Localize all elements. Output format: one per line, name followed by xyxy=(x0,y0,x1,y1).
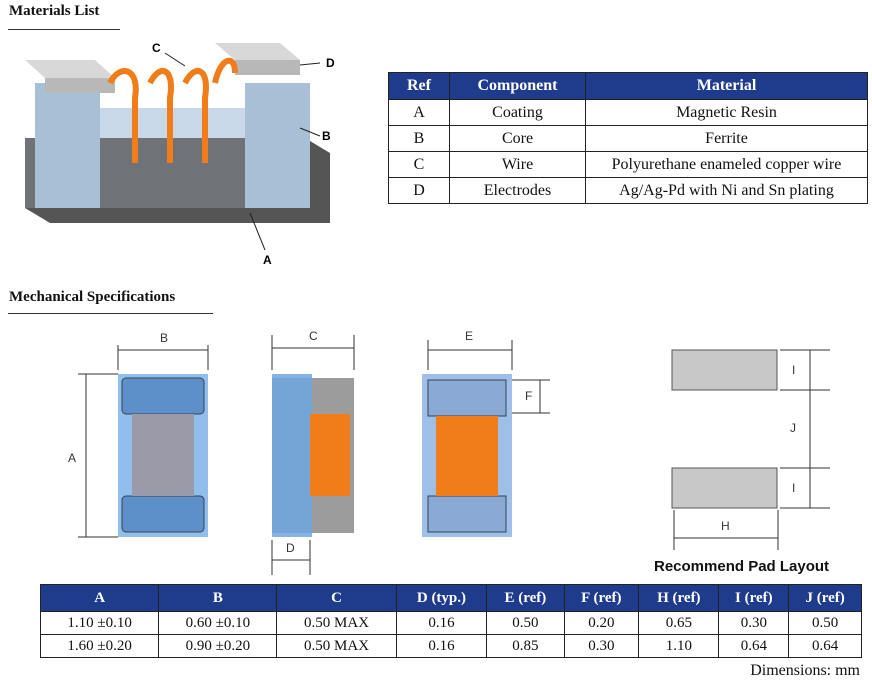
col-h: H (ref) xyxy=(638,584,720,612)
cell: 0.60 ±0.10 xyxy=(158,611,278,635)
spec-header-row: A B C D (typ.) E (ref) F (ref) H (ref) I… xyxy=(39,584,862,612)
dim-i-bottom: I xyxy=(792,481,795,495)
callout-c: C xyxy=(152,41,161,55)
dim-d: D xyxy=(286,541,295,555)
cell: 0.90 ±0.20 xyxy=(158,634,278,658)
table-row: C Wire Polyurethane enameled copper wire xyxy=(388,151,868,178)
dim-c: C xyxy=(309,329,318,343)
cell: 0.16 xyxy=(395,634,488,658)
dim-h: H xyxy=(721,519,730,533)
dim-j: J xyxy=(790,421,796,435)
cell: Polyurethane enameled copper wire xyxy=(585,151,868,178)
col-i: I (ref) xyxy=(718,584,790,612)
cell: Ferrite xyxy=(585,125,868,152)
col-j: J (ref) xyxy=(788,584,862,612)
cell: 0.20 xyxy=(563,611,640,635)
cell: 0.50 xyxy=(788,611,862,635)
table-row: A Coating Magnetic Resin xyxy=(388,99,868,126)
table-row: D Electrodes Ag/Ag-Pd with Ni and Sn plati… xyxy=(388,177,868,204)
cell: 0.85 xyxy=(486,634,565,658)
cell: 1.10 ±0.10 xyxy=(39,611,160,635)
cell: 0.65 xyxy=(638,611,720,635)
cell: Ag/Ag-Pd with Ni and Sn plating xyxy=(585,177,868,204)
cell: 1.60 ±0.20 xyxy=(39,634,160,658)
cell: 0.30 xyxy=(718,611,790,635)
col-e: E (ref) xyxy=(486,584,565,612)
mechanical-title: Mechanical Specifications xyxy=(9,289,176,305)
wire-winding xyxy=(107,57,238,163)
cell: Coating xyxy=(449,99,586,126)
dim-b: B xyxy=(160,331,168,345)
cell: Core xyxy=(449,125,586,152)
cell: 0.50 MAX xyxy=(276,634,397,658)
col-c: C xyxy=(276,584,397,612)
cell: B xyxy=(388,125,450,152)
units-note: Dimensions: mm xyxy=(750,662,860,679)
table-row: B Core Ferrite xyxy=(388,125,868,152)
cell: D xyxy=(388,177,450,204)
cell: 0.50 MAX xyxy=(276,611,397,635)
materials-table: Ref Component Material A Coating Magnetic … xyxy=(388,72,868,204)
col-b: B xyxy=(158,584,278,612)
col-f: F (ref) xyxy=(563,584,640,612)
cell: C xyxy=(388,151,450,178)
dim-i-top: I xyxy=(792,363,795,377)
col-material: Material xyxy=(585,72,868,100)
cell: Magnetic Resin xyxy=(585,99,868,126)
table-row: 1.10 ±0.10 0.60 ±0.10 0.50 MAX 0.16 0.50 0.20… xyxy=(39,611,862,635)
cell: A xyxy=(388,99,450,126)
materials-title-rule xyxy=(8,29,120,30)
materials-title: Materials List xyxy=(9,3,100,19)
col-d: D (typ.) xyxy=(395,584,488,612)
materials-header-row: Ref Component Material xyxy=(388,72,868,100)
cell: 0.50 xyxy=(486,611,565,635)
cell: 1.10 xyxy=(638,634,720,658)
cell: 0.16 xyxy=(395,611,488,635)
dim-e: E xyxy=(465,329,473,343)
table-row: 1.60 ±0.20 0.90 ±0.20 0.50 MAX 0.16 0.85 0.30… xyxy=(39,634,862,658)
col-component: Component xyxy=(449,72,586,100)
callout-b: B xyxy=(322,129,331,143)
mechanical-drawings: B A C D E F I J I H Recommend Pad Layout xyxy=(68,329,830,575)
spec-table: A B C D (typ.) E (ref) F (ref) H (ref) I… xyxy=(39,584,862,658)
cell: Wire xyxy=(449,151,586,178)
cell: 0.64 xyxy=(718,634,790,658)
dim-f: F xyxy=(525,389,532,403)
cell: Electrodes xyxy=(449,177,586,204)
callout-d: D xyxy=(326,56,335,70)
col-a: A xyxy=(39,584,160,612)
cell: 0.30 xyxy=(563,634,640,658)
col-ref: Ref xyxy=(388,72,450,100)
pad-layout-caption: Recommend Pad Layout xyxy=(654,558,829,575)
mechanical-title-rule xyxy=(8,313,213,314)
callout-a: A xyxy=(263,253,272,267)
dim-a: A xyxy=(68,451,76,465)
cell: 0.64 xyxy=(788,634,862,658)
inductor-3d-illustration: C D B A xyxy=(25,41,335,267)
